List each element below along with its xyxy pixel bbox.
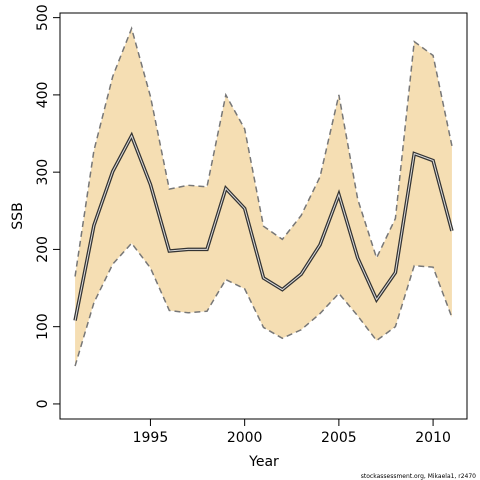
y-tick-label: 100 xyxy=(35,313,51,340)
x-tick-label: 1995 xyxy=(133,430,169,446)
y-axis-label: SSB xyxy=(10,202,26,229)
footer: stockassessment.org, Mikaela1, r2470 xyxy=(361,473,476,480)
y-tick-label: 0 xyxy=(35,399,51,408)
estimate-line-inner xyxy=(74,134,453,321)
confidence-band xyxy=(75,28,452,367)
upper-bound xyxy=(74,26,453,277)
x-tick-label: 2000 xyxy=(227,430,263,446)
plot-frame xyxy=(59,12,468,420)
lower-bound xyxy=(74,242,453,367)
y-tick-label: 400 xyxy=(35,82,51,109)
x-tick-label: 2005 xyxy=(321,430,357,446)
x-tick-label: 2010 xyxy=(415,430,451,446)
y-tick-label: 300 xyxy=(35,159,51,186)
x-axis-label: Year xyxy=(248,454,279,470)
y-tick-label: 200 xyxy=(35,236,51,263)
y-tick-label: 500 xyxy=(35,4,51,31)
